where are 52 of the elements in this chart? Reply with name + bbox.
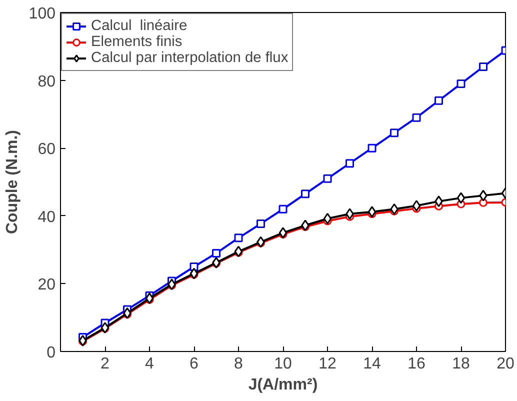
point — [434, 196, 443, 208]
y-tick-label: 0 — [46, 344, 56, 362]
x-tick-label: 18 — [452, 356, 470, 372]
x-tick-label: 12 — [318, 356, 336, 372]
point — [346, 208, 354, 220]
x-tick-label: 10 — [274, 356, 292, 372]
point — [278, 227, 288, 239]
point — [123, 307, 132, 319]
x-tick-label: 6 — [190, 356, 199, 372]
point — [78, 334, 87, 346]
point — [145, 292, 154, 304]
point — [412, 113, 421, 122]
point — [479, 62, 488, 71]
x-tick-label: 2 — [100, 356, 110, 372]
point — [323, 212, 332, 224]
point — [390, 128, 398, 138]
point — [168, 278, 176, 290]
point — [256, 219, 265, 228]
x-axis-title: J(A/mm²) — [248, 376, 318, 394]
point — [256, 236, 265, 248]
point — [301, 190, 310, 198]
point — [190, 268, 198, 280]
x-tick-label: 4 — [145, 356, 154, 372]
point — [368, 144, 376, 152]
point — [368, 206, 376, 218]
point — [346, 159, 354, 168]
legend-label: Elements finis — [91, 34, 182, 50]
point — [456, 79, 466, 88]
legend-label: Calcul linéaire — [91, 18, 188, 34]
point — [301, 220, 310, 232]
point — [212, 256, 220, 268]
legend-label: Calcul par interpolation de flux — [91, 50, 288, 66]
x-tick-label: 16 — [408, 356, 426, 372]
point — [456, 192, 466, 204]
point — [212, 248, 220, 258]
y-tick-label: 60 — [38, 141, 56, 158]
x-tick-label: 14 — [363, 356, 381, 372]
y-tick-label: 80 — [38, 73, 56, 90]
point — [390, 203, 398, 215]
point — [434, 96, 443, 105]
point — [479, 190, 488, 202]
x-tick-label: 8 — [234, 356, 244, 372]
point — [234, 246, 243, 258]
point — [278, 204, 288, 214]
y-tick-label: 100 — [28, 6, 56, 22]
y-tick-label: 40 — [38, 208, 56, 226]
y-axis-title: Couple (N.m.) — [4, 130, 21, 234]
x-tick-label: 20 — [496, 356, 514, 372]
y-tick-label: 20 — [38, 276, 56, 294]
point — [412, 200, 421, 212]
point — [323, 174, 332, 183]
point — [234, 234, 243, 242]
